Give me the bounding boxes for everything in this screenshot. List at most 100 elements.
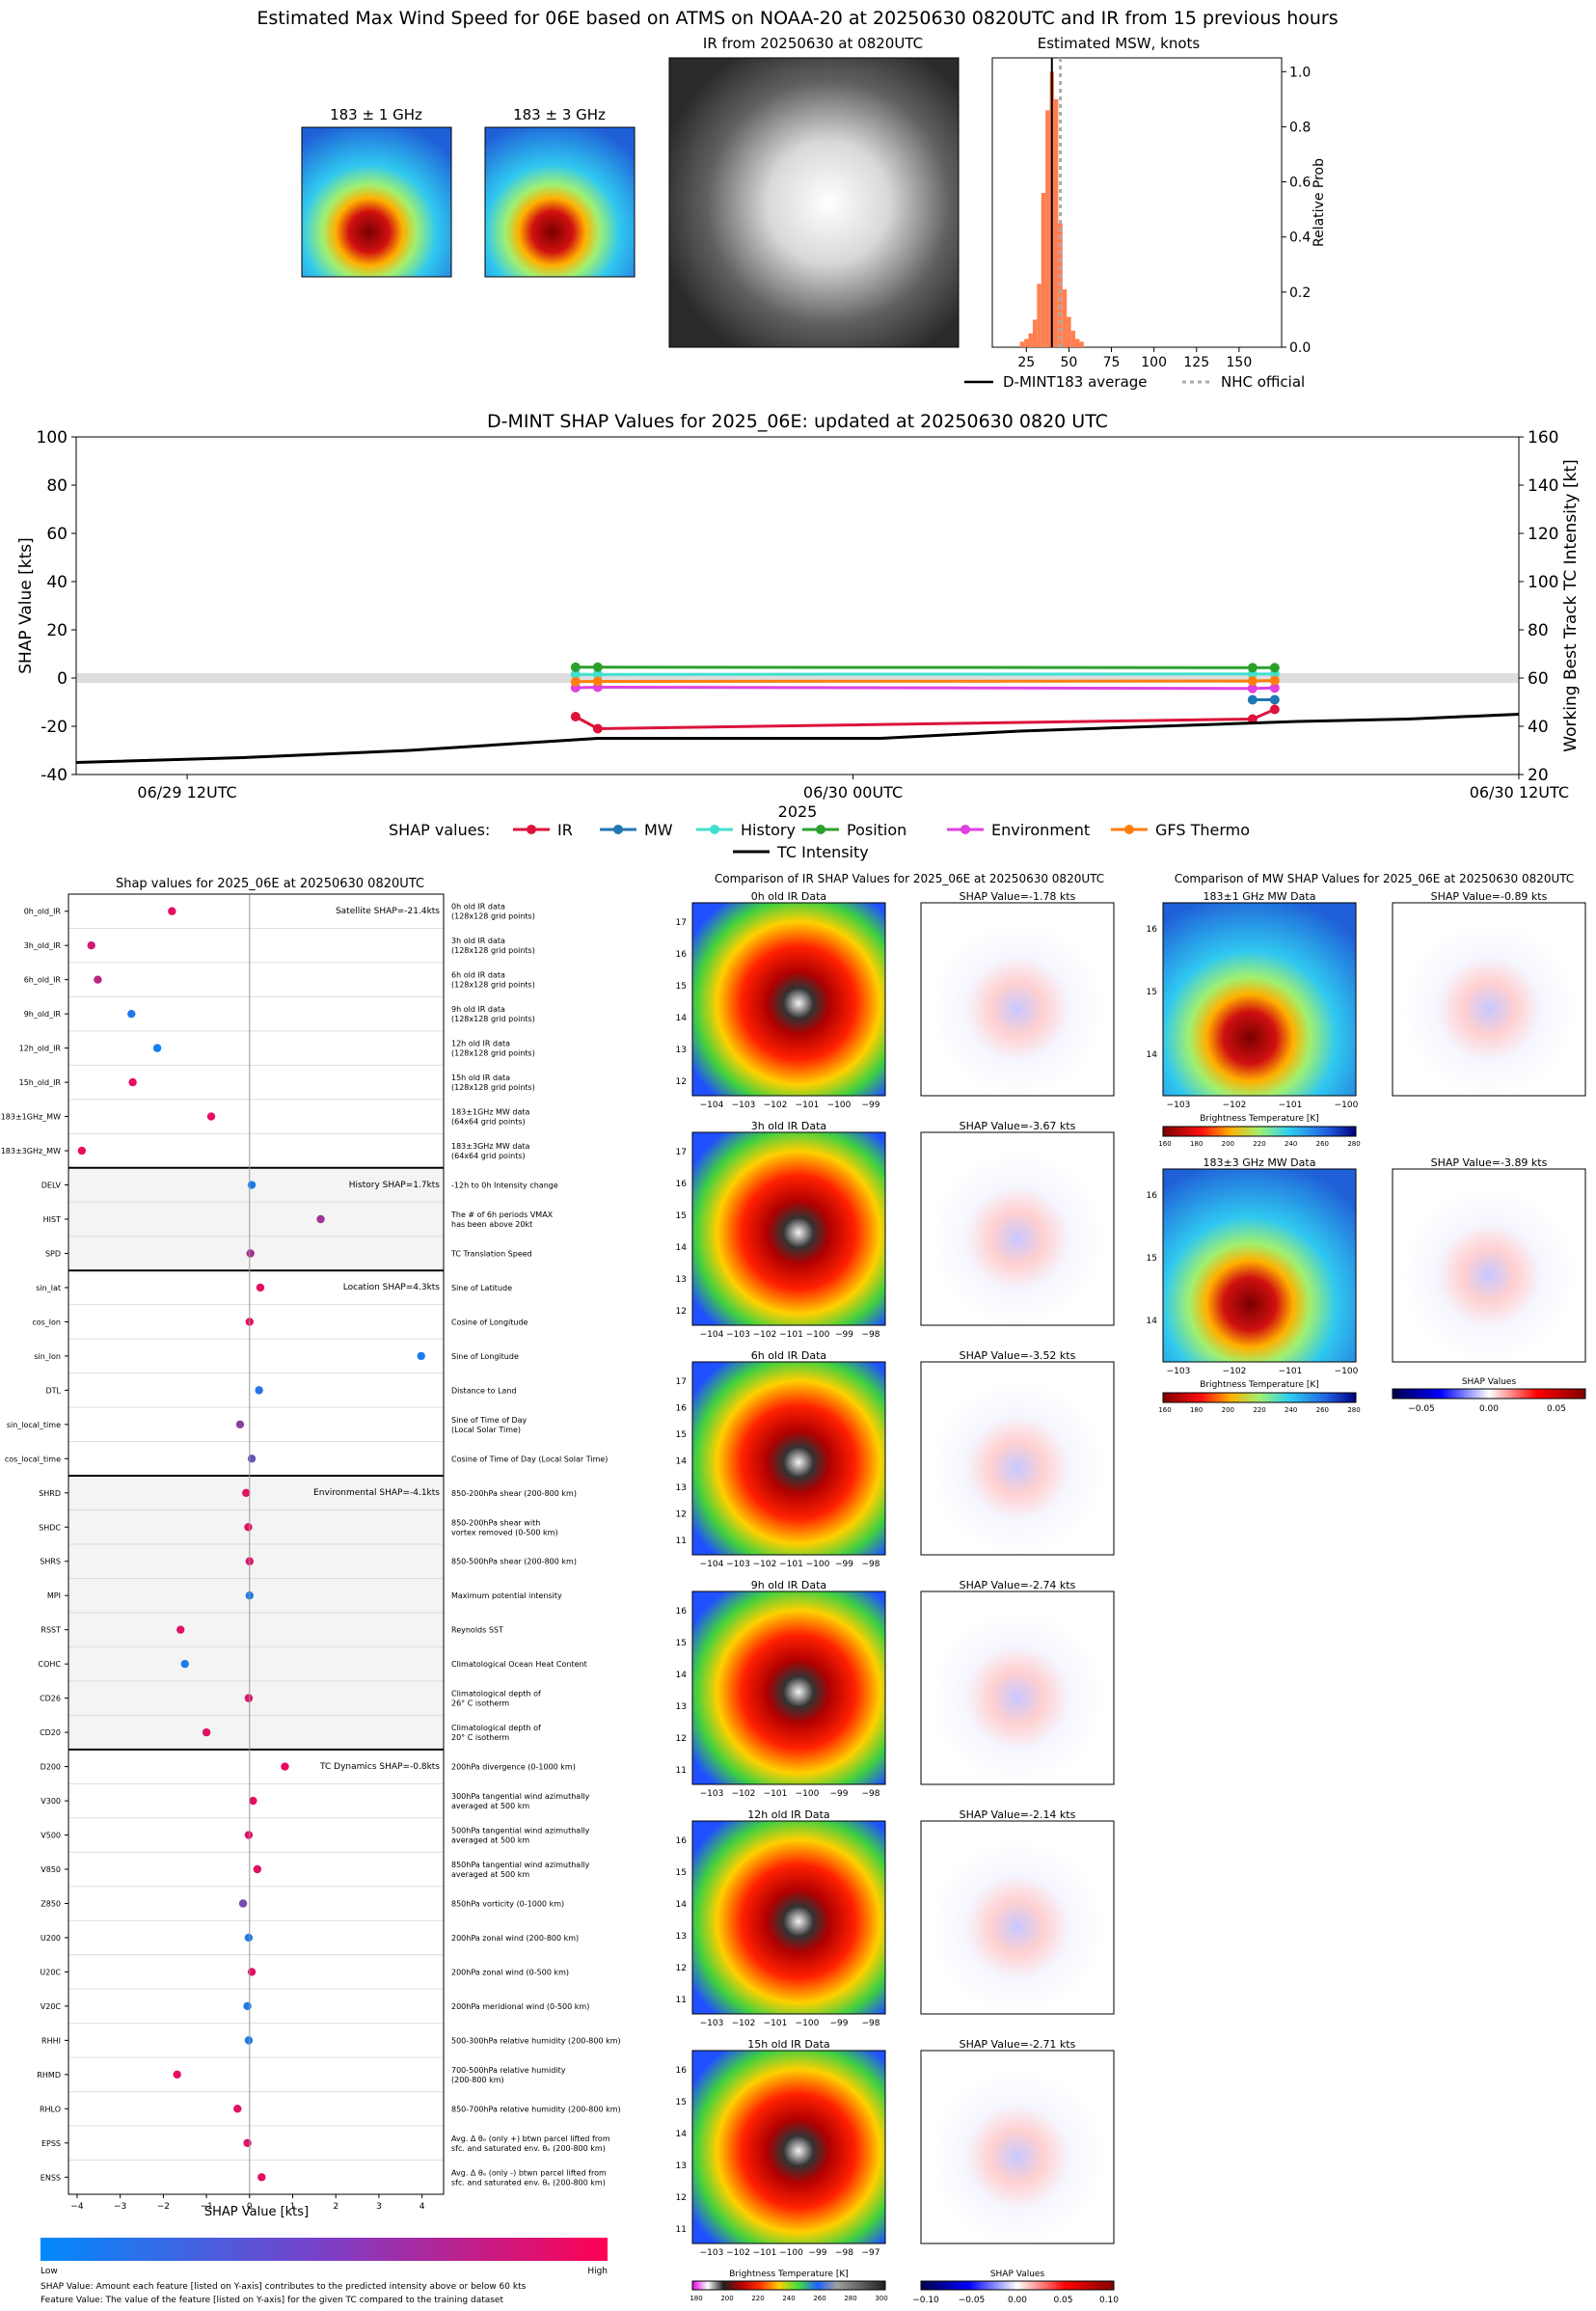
feature-desc: sfc. and saturated env. θₑ (200-800 km) [451,2144,606,2153]
hist-bar [1067,316,1071,347]
feature-desc: Cosine of Longitude [451,1318,528,1326]
ir-tb-tick: 260 [813,2295,825,2302]
ir-panel-image [691,1591,886,1785]
ir-ytick-label: 13 [676,2161,687,2171]
feature-desc: Maximum potential intensity [451,1591,562,1600]
feature-desc: 3h old IR data [451,937,505,945]
hist-bar [1028,333,1033,347]
ts-y2tick-label: 20 [1528,766,1549,785]
ir-ytick-label: 13 [676,1046,687,1055]
ir-panel-title: 6h old IR Data [751,1349,826,1362]
mw-ytick-label: 14 [1147,1317,1158,1326]
feature-name: CD26 [40,1695,61,1703]
feature-name: sin_local_time [7,1421,61,1429]
ir-xtick-label: −100 [806,1330,830,1340]
feature-name: V20C [41,2002,62,2011]
ir-panel-title: 9h old IR Data [751,1579,826,1591]
feature-shap-point [87,941,95,950]
mw-tb-colorbar [1162,1126,1357,1137]
ir-tb-tick: 300 [875,2295,887,2302]
ir-tb-tick: 180 [690,2295,702,2302]
ir-image [668,57,960,348]
group-label: Satellite SHAP=-21.4kts [336,907,440,916]
ir-ytick-label: 14 [676,1900,688,1910]
series-point-ir [592,723,603,734]
ir-panel-image [691,1361,886,1556]
mw-ytick-label: 14 [1147,1050,1158,1060]
mw-xtick-label: −103 [1167,1367,1191,1376]
ir-ytick-label: 16 [676,1607,688,1617]
feature-shap-point [244,1694,254,1702]
feature-desc: Reynolds SST [451,1626,503,1635]
ir-shap-title: SHAP Value=-3.52 kts [960,1349,1076,1362]
msw-histogram: Estimated MSW, knots Relative Prob D-MIN… [964,35,1327,391]
legend-marker [710,825,719,834]
ir-shap-title: SHAP Value=-3.67 kts [960,1120,1076,1132]
mw-tb-colorbar-label: Brightness Temperature [K] [1200,1114,1319,1124]
group-label: History SHAP=1.7kts [349,1181,441,1190]
ir-ytick-label: 15 [676,1430,687,1440]
feature-name: V500 [41,1832,61,1840]
ir-ytick-label: 15 [676,1211,687,1221]
ir-xtick-label: −102 [732,1789,756,1799]
hist-bar [1079,341,1084,347]
ts-y2tick-label: 40 [1528,718,1549,737]
ts-y2label: Working Best Track TC Intensity [kt] [1561,459,1581,752]
ir-xtick-label: −98 [862,1560,880,1569]
ir-xtick-label: −98 [835,2248,853,2258]
fs-xlabel: SHAP Value [kts] [204,2205,309,2219]
ir-xtick-label: −97 [862,2248,880,2258]
feature-desc: 183±3GHz MW data [451,1142,529,1151]
feature-desc: Sine of Time of Day [451,1416,527,1425]
feature-desc: 183±1GHz MW data [451,1108,529,1117]
ir-tb-tick: 280 [844,2295,856,2302]
mw-ytick-label: 15 [1147,1254,1157,1264]
mw-xtick-label: −102 [1223,1101,1247,1110]
hist-bar [1045,110,1050,348]
mw-tb-tick: 180 [1190,1406,1203,1414]
ir-panel-title: 15h old IR Data [747,2038,829,2051]
feature-name: EPSS [41,2139,61,2148]
feature-name: V850 [41,1865,61,1874]
feature-name: cos_lon [32,1318,61,1326]
feature-desc: 700-500hPa relative humidity [451,2066,566,2075]
feature-shap-point [256,1283,265,1292]
feature-shap-point [176,1625,185,1634]
fs-xtick-label: 1 [290,2202,296,2212]
ir-shap-tick: −0.05 [959,2296,986,2305]
ir-xtick-label: −103 [700,2019,724,2028]
legend-label: TC Intensity [776,843,869,861]
fs-title: Shap values for 2025_06E at 20250630 082… [116,877,424,891]
ir-xtick-label: −100 [796,1789,820,1799]
feature-desc: 500hPa tangential wind azimuthally [451,1827,590,1835]
mw-shap-image [1392,902,1586,1097]
series-point-gfs-thermo [1269,675,1280,686]
mw3-label: 183 ± 3 GHz [513,106,606,123]
legend-marker [816,825,825,834]
hist-xtick-label: 100 [1141,355,1167,370]
mw-panel-image [1162,1168,1357,1363]
ir-xtick-label: −101 [764,2019,788,2028]
mw-tb-tick: 260 [1316,1140,1329,1148]
feature-shap-point [206,1112,216,1121]
ir-xtick-label: −100 [779,2248,803,2258]
ir-ytick-label: 12 [676,1510,687,1520]
ts-xlabel: 2025 [778,802,818,821]
series-point-mw [1269,694,1280,705]
feature-shap-point [244,2036,254,2045]
ts-ytick-label: 60 [46,525,68,544]
mw-tb-tick: 220 [1253,1140,1265,1148]
hist-bar [1075,339,1080,347]
feature-desc: Sine of Latitude [451,1284,512,1292]
ir-ytick-label: 13 [676,1483,687,1493]
ir-panel-image [691,1820,886,2015]
feature-name: RHLO [40,2105,61,2113]
legend-label: Environment [991,821,1090,839]
ir-shap-tick: 0.05 [1053,2296,1072,2305]
feature-shap-point [255,1386,263,1395]
feature-name: 0h_old_IR [24,908,62,916]
ir-ytick-label: 13 [676,1275,687,1285]
feature-desc: (64x64 grid points) [451,1118,526,1127]
ir-ytick-label: 11 [676,1536,687,1546]
feature-desc: TC Translation Speed [450,1249,532,1258]
